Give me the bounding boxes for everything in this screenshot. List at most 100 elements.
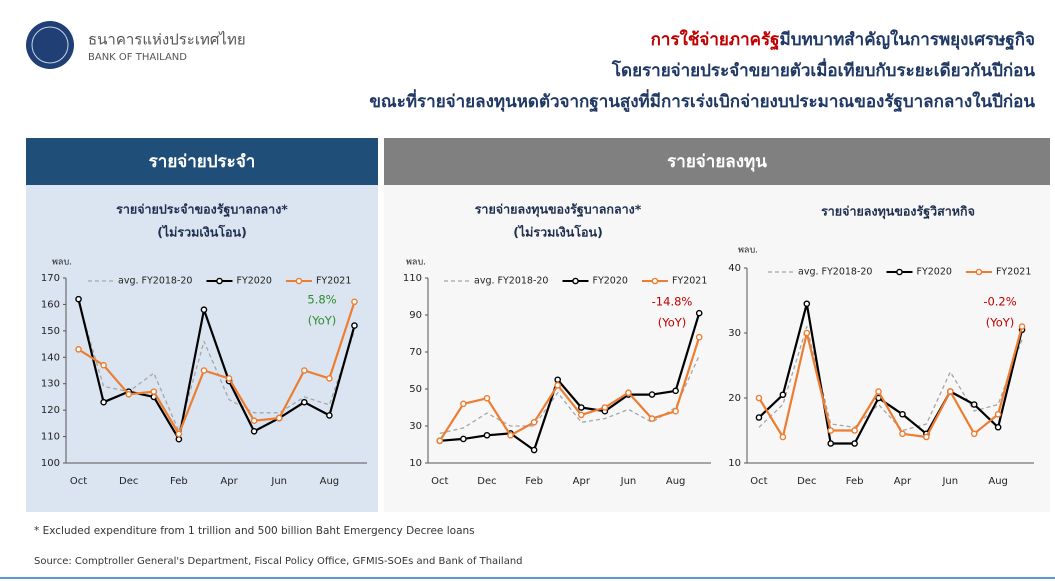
y-tick-label: 160 bbox=[41, 299, 60, 310]
data-point bbox=[577, 404, 585, 411]
data-point bbox=[351, 322, 358, 329]
x-tick-label: Apr bbox=[220, 476, 238, 487]
data-point bbox=[326, 375, 333, 382]
x-tick-label: Feb bbox=[525, 476, 543, 487]
legend-label: FY2020 bbox=[236, 276, 271, 287]
data-point bbox=[827, 440, 835, 447]
legend-label: FY2021 bbox=[672, 276, 707, 287]
data-point bbox=[695, 333, 703, 341]
legend-label: FY2020 bbox=[592, 276, 627, 287]
data-point bbox=[779, 391, 787, 399]
data-point bbox=[994, 423, 1002, 431]
y-tick-label: 50 bbox=[409, 384, 422, 395]
data-point bbox=[250, 417, 258, 425]
data-point bbox=[899, 410, 906, 418]
legend-marker bbox=[896, 268, 903, 276]
x-tick-label: Feb bbox=[170, 476, 188, 487]
legend-label: FY2021 bbox=[316, 276, 351, 287]
series-line bbox=[77, 298, 356, 441]
data-point bbox=[225, 375, 233, 382]
x-tick-label: Feb bbox=[846, 476, 864, 487]
data-point bbox=[755, 394, 763, 402]
headline-text: มีบทบาทสำคัญในการพยุงเศรษฐกิจ bbox=[780, 29, 1035, 51]
panel-header bbox=[384, 138, 1050, 185]
series-line bbox=[439, 355, 700, 435]
data-point bbox=[755, 414, 763, 421]
data-point bbox=[672, 387, 679, 395]
data-point bbox=[554, 381, 562, 389]
data-point bbox=[200, 306, 208, 314]
data-point bbox=[851, 427, 858, 434]
headline-highlight: การใช้จ่ายภาครัฐ bbox=[651, 29, 780, 51]
x-tick-label: Aug bbox=[666, 476, 686, 487]
y-tick-label: 70 bbox=[409, 347, 422, 358]
data-point bbox=[625, 389, 632, 397]
panel-title: รายจ่ายประจำ bbox=[149, 152, 256, 172]
data-point bbox=[554, 376, 562, 384]
annotation: (YoY) bbox=[986, 316, 1015, 330]
logo-ring bbox=[31, 26, 69, 64]
data-point bbox=[695, 309, 703, 317]
data-point bbox=[827, 427, 835, 434]
x-tick-label: Dec bbox=[119, 476, 138, 487]
data-point bbox=[175, 430, 183, 438]
x-tick-label: Dec bbox=[797, 476, 816, 487]
y-tick-label: 20 bbox=[728, 393, 741, 404]
chart-title: รายจ่ายลงทุนของรัฐบาลกลาง* bbox=[475, 202, 642, 218]
y-tick-label: 170 bbox=[41, 273, 60, 284]
footnote: * Excluded expenditure from 1 trillion a… bbox=[34, 525, 475, 537]
data-point bbox=[648, 415, 656, 422]
panel-title: รายจ่ายลงทุน bbox=[667, 152, 767, 172]
y-tick-label: 90 bbox=[409, 310, 422, 321]
data-point bbox=[946, 388, 954, 395]
x-tick-label: Aug bbox=[320, 476, 340, 487]
data-point bbox=[923, 433, 930, 441]
x-tick-label: Dec bbox=[477, 476, 496, 487]
y-tick-label: 30 bbox=[409, 421, 422, 432]
y-tick-label: 40 bbox=[728, 263, 741, 274]
data-point bbox=[175, 435, 183, 443]
source: Source: Comptroller General's Department… bbox=[34, 556, 523, 567]
data-point bbox=[483, 431, 491, 439]
data-point bbox=[100, 398, 107, 406]
x-tick-label: Jun bbox=[941, 476, 958, 487]
data-point bbox=[970, 430, 978, 438]
x-tick-label: Aug bbox=[988, 476, 1008, 487]
data-point bbox=[970, 401, 978, 408]
y-axis-unit: พลบ. bbox=[738, 246, 758, 256]
data-point bbox=[300, 398, 308, 406]
series-line bbox=[758, 302, 1024, 445]
data-point bbox=[803, 329, 811, 337]
data-point bbox=[436, 437, 444, 445]
panel-body bbox=[384, 185, 1050, 512]
y-tick-label: 120 bbox=[41, 405, 60, 416]
data-point bbox=[200, 367, 208, 374]
series-line bbox=[439, 312, 701, 452]
y-axis-unit: พลบ. bbox=[52, 258, 72, 268]
series-line bbox=[758, 325, 1023, 432]
y-tick-label: 30 bbox=[728, 328, 741, 339]
data-point bbox=[75, 346, 82, 353]
data-point bbox=[150, 388, 158, 395]
legend-label: avg. FY2018-20 bbox=[798, 267, 872, 278]
data-point bbox=[100, 361, 107, 369]
y-tick-label: 110 bbox=[403, 273, 422, 284]
legend-marker bbox=[975, 268, 983, 276]
panel-header bbox=[26, 138, 378, 185]
chart-title: รายจ่ายลงทุนของรัฐวิสาหกิจ bbox=[821, 204, 975, 220]
chart-title: รายจ่ายประจำของรัฐบาลกลาง* bbox=[116, 202, 288, 218]
annotation: 5.8% bbox=[307, 293, 336, 307]
org-name-th: ธนาคารแห่งประเทศไทย bbox=[88, 31, 246, 49]
data-point bbox=[275, 414, 283, 422]
x-tick-label: Oct bbox=[750, 476, 767, 487]
charts: รายจ่ายประจำของรัฐบาลกลาง* (ไม่รวมเงินโอน… bbox=[41, 202, 1034, 487]
annotation: (YoY) bbox=[658, 316, 687, 330]
data-point bbox=[250, 427, 258, 435]
data-point bbox=[779, 433, 787, 441]
legend-marker bbox=[216, 277, 223, 285]
legend-label: FY2020 bbox=[916, 267, 951, 278]
annotation: -14.8% bbox=[652, 295, 693, 309]
series-line bbox=[758, 326, 1024, 439]
